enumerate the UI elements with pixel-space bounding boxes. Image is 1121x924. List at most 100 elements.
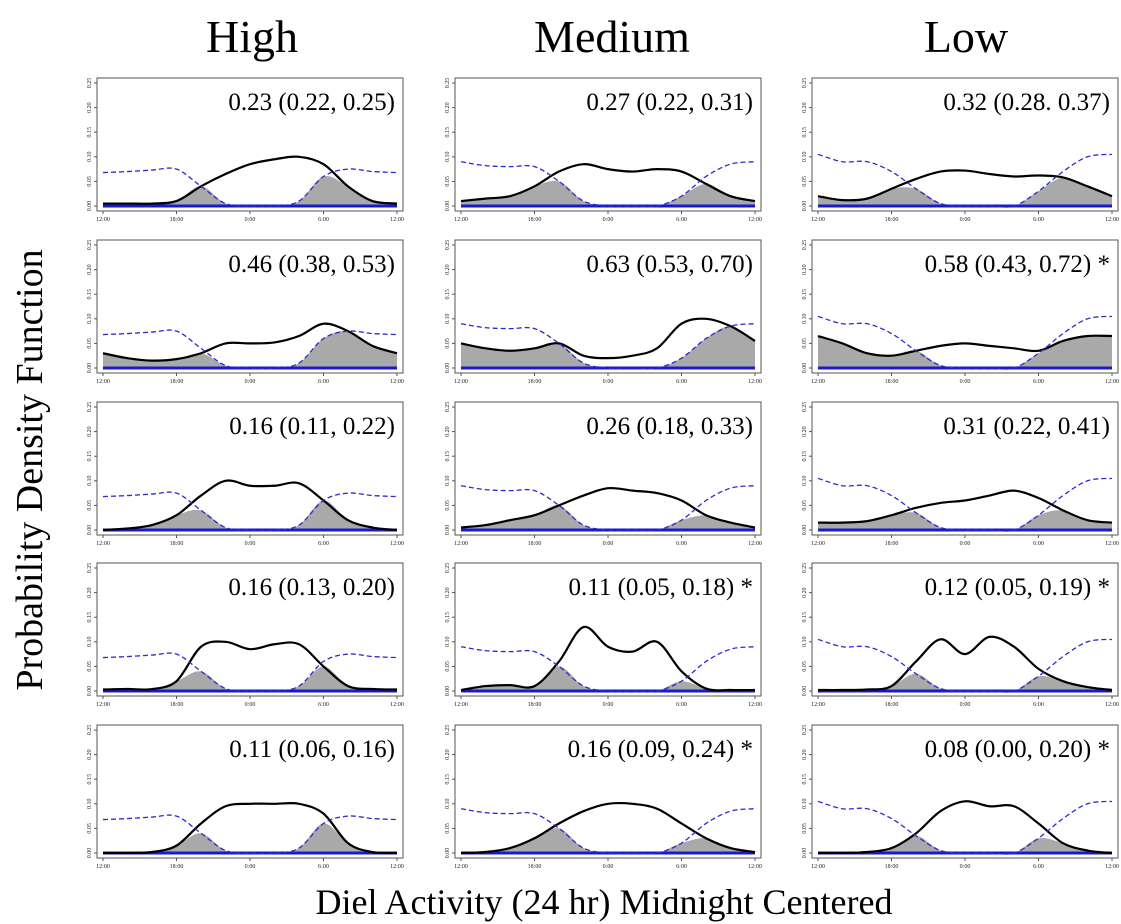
x-tick-label: 6:00	[676, 702, 687, 708]
figure: High Medium Low Probability Density Func…	[0, 0, 1121, 924]
x-tick-label: 18:00	[528, 702, 542, 708]
x-tick-label: 12:00	[811, 702, 825, 708]
y-tick-label: 0.05	[87, 176, 93, 187]
y-tick-label: 0.25	[445, 563, 451, 574]
x-tick-label: 12:00	[454, 864, 468, 870]
y-tick-label: 0.15	[445, 774, 451, 785]
y-tick-label: 0.00	[445, 201, 451, 212]
y-tick-label: 0.25	[87, 563, 93, 574]
x-tick-label: 12:00	[1105, 541, 1119, 547]
y-tick-label: 0.25	[802, 78, 808, 89]
y-tick-label: 0.25	[445, 725, 451, 736]
x-tick-label: 12:00	[390, 217, 404, 223]
x-tick-label: 12:00	[1105, 864, 1119, 870]
x-tick-label: 6:00	[676, 864, 687, 870]
y-tick-label: 0.25	[802, 563, 808, 574]
x-tick-label: 12:00	[811, 541, 825, 547]
panel: 0.000.050.100.150.200.2512:0018:000:006:…	[87, 725, 404, 870]
y-tick-label: 0.05	[87, 661, 93, 672]
y-tick-label: 0.20	[87, 264, 93, 275]
y-axis-label: Probability Density Function	[9, 249, 51, 690]
panel: 0.000.050.100.150.200.2512:0018:000:006:…	[445, 563, 762, 708]
x-tick-label: 0:00	[960, 864, 971, 870]
panel: 0.000.050.100.150.200.2512:0018:000:006:…	[87, 240, 404, 385]
density-line	[103, 803, 397, 853]
x-tick-label: 12:00	[454, 702, 468, 708]
y-tick-label: 0.05	[802, 823, 808, 834]
y-tick-label: 0.25	[802, 402, 808, 413]
x-tick-label: 12:00	[748, 864, 762, 870]
x-tick-label: 0:00	[960, 217, 971, 223]
y-tick-label: 0.20	[445, 264, 451, 275]
density-line	[103, 481, 397, 530]
x-tick-label: 12:00	[96, 217, 110, 223]
y-tick-label: 0.05	[802, 176, 808, 187]
x-tick-label: 0:00	[960, 541, 971, 547]
panel: 0.000.050.100.150.200.2512:0018:000:006:…	[445, 240, 762, 385]
y-tick-label: 0.15	[87, 612, 93, 623]
x-tick-label: 0:00	[603, 541, 614, 547]
x-tick-label: 6:00	[676, 541, 687, 547]
panel: 0.000.050.100.150.200.2512:0018:000:006:…	[87, 402, 404, 547]
y-tick-label: 0.15	[87, 289, 93, 300]
column-title: Low	[924, 11, 1009, 62]
density-line	[103, 653, 397, 691]
x-tick-label: 18:00	[170, 541, 184, 547]
y-tick-label: 0.00	[802, 363, 808, 374]
x-tick-label: 12:00	[454, 541, 468, 547]
x-tick-label: 6:00	[318, 217, 329, 223]
panel: 0.000.050.100.150.200.2512:0018:000:006:…	[802, 78, 1119, 223]
panel: 0.000.050.100.150.200.2512:0018:000:006:…	[802, 725, 1119, 870]
y-tick-label: 0.15	[802, 612, 808, 623]
y-tick-label: 0.00	[445, 363, 451, 374]
x-tick-label: 6:00	[1033, 379, 1044, 385]
y-tick-label: 0.20	[445, 426, 451, 437]
y-tick-label: 0.20	[802, 264, 808, 275]
x-tick-label: 18:00	[885, 379, 899, 385]
x-tick-label: 12:00	[1105, 379, 1119, 385]
y-tick-label: 0.05	[445, 176, 451, 187]
y-tick-label: 0.00	[87, 363, 93, 374]
y-tick-label: 0.00	[802, 686, 808, 697]
y-tick-label: 0.20	[87, 749, 93, 760]
y-tick-label: 0.10	[445, 152, 451, 163]
y-tick-label: 0.10	[802, 476, 808, 487]
x-tick-label: 0:00	[960, 379, 971, 385]
x-tick-label: 6:00	[676, 379, 687, 385]
y-tick-label: 0.15	[802, 451, 808, 462]
y-tick-label: 0.10	[445, 637, 451, 648]
y-tick-label: 0.25	[445, 78, 451, 89]
x-tick-label: 18:00	[528, 379, 542, 385]
x-tick-label: 12:00	[96, 379, 110, 385]
y-tick-label: 0.20	[802, 426, 808, 437]
y-tick-label: 0.10	[802, 799, 808, 810]
x-tick-label: 18:00	[885, 217, 899, 223]
x-tick-label: 0:00	[245, 541, 256, 547]
x-tick-label: 12:00	[1105, 702, 1119, 708]
y-tick-label: 0.25	[87, 240, 93, 251]
x-tick-label: 18:00	[528, 864, 542, 870]
y-tick-label: 0.20	[802, 587, 808, 598]
x-tick-label: 12:00	[811, 217, 825, 223]
y-tick-label: 0.25	[87, 402, 93, 413]
y-tick-label: 0.15	[445, 451, 451, 462]
overlap-annotation: 0.46 (0.38, 0.53)	[228, 251, 395, 278]
overlap-annotation: 0.12 (0.05, 0.19) *	[925, 574, 1110, 601]
x-tick-label: 12:00	[96, 864, 110, 870]
y-tick-label: 0.15	[802, 774, 808, 785]
y-tick-label: 0.10	[445, 799, 451, 810]
x-tick-label: 6:00	[318, 864, 329, 870]
y-tick-label: 0.05	[87, 823, 93, 834]
overlap-area	[103, 331, 397, 369]
density-line	[103, 641, 397, 689]
overlap-annotation: 0.27 (0.22, 0.31)	[586, 89, 753, 116]
y-tick-label: 0.00	[802, 201, 808, 212]
y-tick-label: 0.10	[87, 152, 93, 163]
x-tick-label: 18:00	[170, 864, 184, 870]
x-tick-label: 12:00	[1105, 217, 1119, 223]
y-tick-label: 0.10	[802, 314, 808, 325]
y-tick-label: 0.05	[87, 500, 93, 511]
y-tick-label: 0.10	[87, 637, 93, 648]
x-tick-label: 12:00	[390, 541, 404, 547]
